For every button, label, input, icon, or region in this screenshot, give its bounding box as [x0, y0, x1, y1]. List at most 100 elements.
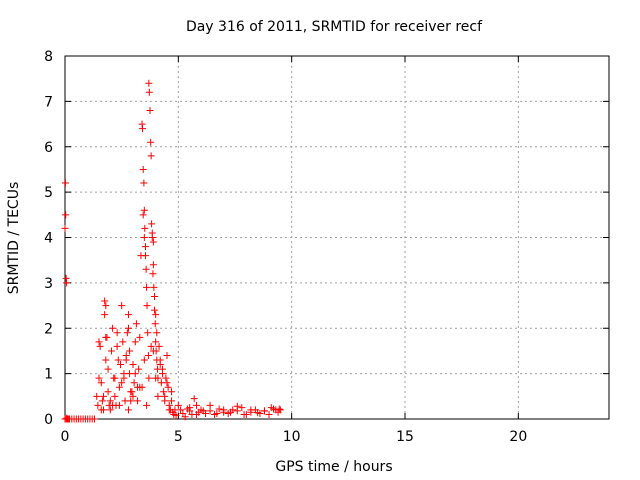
data-point [120, 370, 128, 378]
data-point [190, 395, 198, 403]
data-point [148, 229, 156, 237]
data-point [115, 383, 123, 391]
data-point [192, 410, 200, 418]
data-point [127, 388, 135, 396]
data-point [97, 379, 105, 387]
y-tick-label: 5 [44, 185, 53, 201]
data-point [158, 365, 166, 373]
y-tick-label: 1 [44, 367, 53, 383]
data-point [90, 415, 98, 423]
data-point [147, 138, 155, 146]
y-tick-label: 8 [44, 49, 53, 65]
data-point [152, 338, 160, 346]
data-point [272, 406, 280, 414]
data-point [139, 211, 147, 219]
data-point [215, 405, 223, 413]
data-point [172, 411, 180, 419]
data-point [148, 220, 156, 228]
data-point [115, 401, 123, 409]
x-axis-label: GPS time / hours [275, 459, 392, 475]
data-point [139, 125, 147, 133]
data-point [140, 206, 148, 214]
data-point [151, 306, 159, 314]
data-point [143, 401, 151, 409]
data-point [260, 407, 268, 415]
data-point [123, 329, 131, 337]
data-point [98, 397, 106, 405]
data-point [146, 106, 154, 114]
data-point [96, 342, 104, 350]
data-point [95, 374, 103, 382]
y-tick-label: 4 [44, 231, 53, 247]
data-point [139, 165, 147, 173]
data-point [117, 361, 125, 369]
data-point [113, 329, 121, 337]
data-points [61, 79, 284, 423]
data-point [136, 333, 144, 341]
data-point [134, 397, 142, 405]
data-point [152, 374, 160, 382]
data-point [164, 383, 172, 391]
x-tick-label: 5 [174, 429, 183, 445]
data-point [220, 406, 228, 414]
data-point [132, 320, 140, 328]
data-point [160, 388, 168, 396]
data-point [102, 356, 110, 364]
data-point [138, 383, 146, 391]
data-point [147, 342, 155, 350]
grid-lines [65, 56, 609, 419]
data-point [163, 379, 171, 387]
data-point [111, 374, 119, 382]
data-point [142, 265, 150, 273]
data-point [168, 397, 176, 405]
data-point [124, 324, 132, 332]
y-tick-label: 0 [44, 412, 53, 428]
data-point [151, 292, 159, 300]
data-point [63, 279, 71, 287]
data-point [145, 374, 153, 382]
data-point [119, 338, 127, 346]
data-point [206, 401, 214, 409]
data-point [64, 415, 72, 423]
data-point [104, 365, 112, 373]
y-tick-label: 2 [44, 321, 53, 337]
data-point [113, 342, 121, 350]
data-point [135, 365, 143, 373]
data-point [147, 152, 155, 160]
data-point [61, 224, 69, 232]
data-point [226, 408, 234, 416]
data-point [129, 392, 137, 400]
data-point [143, 283, 151, 291]
data-point [127, 397, 135, 405]
data-point [149, 347, 157, 355]
data-point [199, 407, 207, 415]
data-point [130, 379, 138, 387]
x-tick-label: 20 [509, 429, 527, 445]
y-tick-label: 6 [44, 140, 53, 156]
data-point [140, 234, 148, 241]
data-point [145, 79, 153, 87]
data-point [174, 401, 182, 409]
data-point [95, 338, 103, 346]
data-point [145, 88, 153, 96]
data-point [124, 311, 132, 319]
data-point [124, 406, 132, 414]
data-point [111, 392, 119, 400]
data-point [161, 397, 169, 405]
data-point [150, 283, 158, 291]
data-point [156, 356, 164, 364]
data-point [129, 361, 137, 369]
x-tick-label: 15 [396, 429, 414, 445]
data-point [238, 404, 246, 412]
data-point [213, 410, 221, 418]
data-point [162, 374, 170, 382]
data-point [102, 302, 110, 310]
data-point [163, 351, 171, 359]
data-point [114, 356, 122, 364]
data-point [106, 397, 114, 405]
data-point [141, 252, 149, 260]
data-point [141, 243, 149, 251]
data-point [62, 211, 70, 219]
